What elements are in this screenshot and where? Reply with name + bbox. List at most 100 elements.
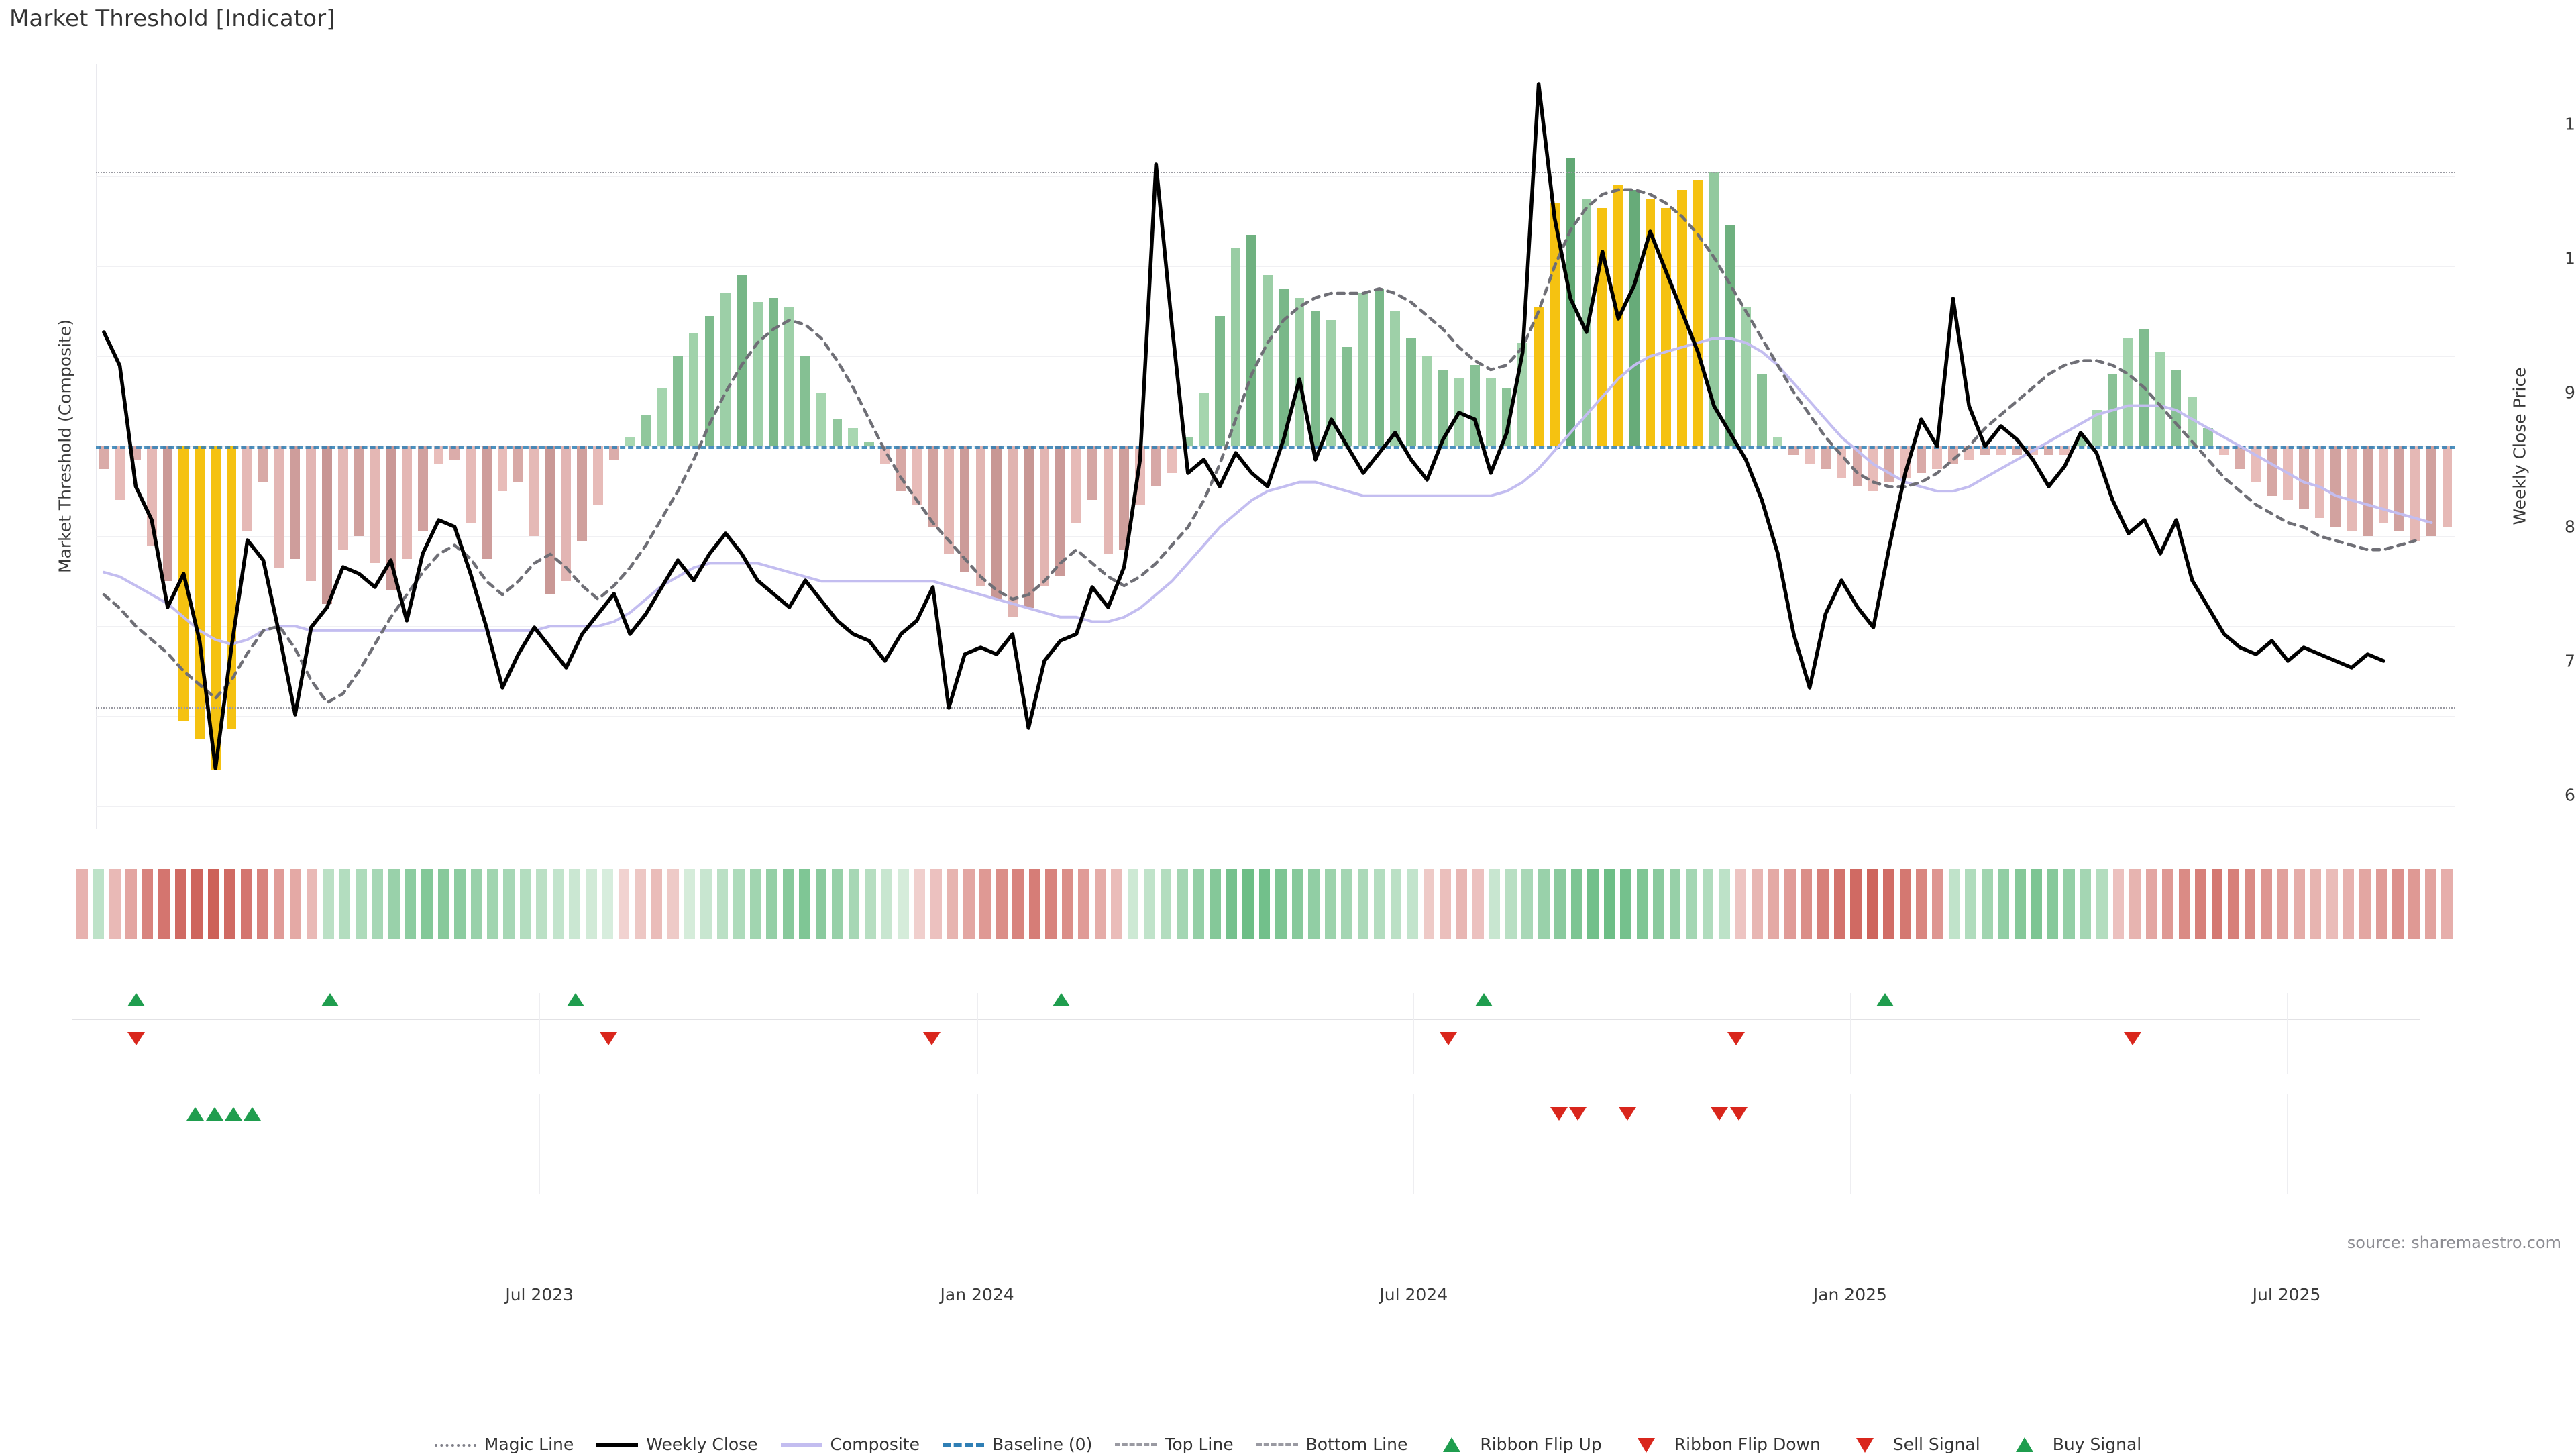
- page-title: Market Threshold [Indicator]: [9, 5, 335, 32]
- ribbon-cell: [667, 869, 679, 939]
- signal-vertical-gridline: [977, 993, 978, 1074]
- histogram-bar: [2298, 446, 2309, 509]
- legend-item-label: Buy Signal: [2052, 1435, 2142, 1454]
- ribbon-cell: [2129, 869, 2141, 939]
- legend-item[interactable]: Buy Signal: [2003, 1435, 2142, 1454]
- ribbon-cell: [1538, 869, 1550, 939]
- ribbon-cell: [1686, 869, 1697, 939]
- histogram-bar: [1119, 446, 1130, 550]
- legend-item-label: Ribbon Flip Up: [1480, 1435, 1602, 1454]
- ribbon-cell: [766, 869, 777, 939]
- legend-item[interactable]: Sell Signal: [1843, 1435, 1980, 1454]
- x-tick-label: Jul 2024: [1379, 1285, 1448, 1304]
- ribbon-cell: [914, 869, 926, 939]
- histogram-bar: [1677, 189, 1687, 446]
- ribbon-cell: [979, 869, 991, 939]
- histogram-bar: [1406, 338, 1416, 446]
- ribbon-cell: [1866, 869, 1878, 939]
- histogram-bar: [1008, 446, 1018, 617]
- composite-line: [102, 337, 2433, 646]
- ribbon-cell: [1423, 869, 1435, 939]
- ribbon-cell: [1193, 869, 1205, 939]
- ribbon-cell: [76, 869, 88, 939]
- histogram-bar: [641, 415, 651, 446]
- ribbon-cell: [536, 869, 548, 939]
- ribbon-cell: [2080, 869, 2092, 939]
- right-axis-label: Weekly Close Price: [2510, 367, 2530, 525]
- x-tick-label: Jan 2024: [940, 1285, 1014, 1304]
- ribbon-flip-down-marker: [2123, 1032, 2141, 1045]
- histogram-bar: [2330, 446, 2341, 527]
- histogram-bar: [1932, 446, 1943, 469]
- histogram-bar: [1087, 446, 1097, 501]
- histogram-bar: [2155, 352, 2165, 446]
- gridline: [96, 806, 2455, 807]
- histogram-bar: [1358, 293, 1368, 446]
- legend-item[interactable]: Baseline (0): [942, 1435, 1092, 1454]
- histogram-bar: [2362, 446, 2373, 537]
- ribbon-cell: [602, 869, 613, 939]
- ribbon-cell: [2031, 869, 2042, 939]
- ribbon-cell: [339, 869, 351, 939]
- signal-vertical-gridline: [2286, 993, 2288, 1074]
- ribbon-flip-down-marker: [1439, 1032, 1457, 1045]
- x-axis-ticks: Jul 2023 Jan 2024 Jul 2024 Jan 2025 Jul 2025: [96, 1285, 2455, 1314]
- histogram-bar: [912, 446, 922, 505]
- legend-swatch-solid-lavender-icon: [780, 1439, 822, 1451]
- ribbon-cell: [815, 869, 827, 939]
- ribbon-cell: [1833, 869, 1845, 939]
- histogram-bar: [545, 446, 555, 595]
- ribbon-cell: [1554, 869, 1566, 939]
- ribbon-cell: [1308, 869, 1320, 939]
- legend-item[interactable]: Top Line: [1115, 1435, 1234, 1454]
- legend-swatch-triangle-down-red-icon: [1625, 1437, 1666, 1453]
- ribbon-cell: [1472, 869, 1484, 939]
- histogram-bar: [928, 446, 938, 527]
- histogram-bar: [1390, 311, 1401, 446]
- ribbon-cell: [716, 869, 729, 939]
- ribbon-cell: [470, 869, 482, 939]
- histogram-bar: [1230, 248, 1241, 446]
- ribbon-cell: [1127, 869, 1139, 939]
- legend-item[interactable]: Weekly Close: [596, 1435, 758, 1454]
- histogram-bar: [1071, 446, 1081, 523]
- histogram-bar: [402, 446, 412, 559]
- ribbon-cell: [1587, 869, 1599, 939]
- ribbon-cell: [848, 869, 860, 939]
- legend-item[interactable]: Magic Line: [434, 1435, 574, 1454]
- ribbon-cell: [405, 869, 417, 939]
- ribbon-cell: [158, 869, 170, 939]
- ribbon-flip-down-marker: [922, 1032, 941, 1045]
- histogram-bar: [115, 446, 125, 501]
- histogram-bar: [322, 446, 332, 604]
- histogram-bar: [625, 437, 635, 446]
- histogram-bar: [417, 446, 428, 532]
- ribbon-cell: [1603, 869, 1615, 939]
- ribbon-cell: [503, 869, 515, 939]
- baseline-zero: [96, 446, 2455, 449]
- legend-item[interactable]: Ribbon Flip Up: [1430, 1435, 1602, 1454]
- histogram-bar: [1629, 189, 1640, 446]
- magic-line: [102, 188, 2417, 705]
- histogram-bar: [99, 446, 109, 469]
- legend-item[interactable]: Composite: [780, 1435, 920, 1454]
- legend-item[interactable]: Ribbon Flip Down: [1625, 1435, 1821, 1454]
- histogram-bar: [290, 446, 301, 559]
- histogram-bar: [561, 446, 572, 582]
- ribbon-cell: [109, 869, 121, 939]
- histogram-bar: [1135, 446, 1145, 505]
- histogram-bar: [1501, 387, 1512, 446]
- histogram-bar: [1772, 437, 1783, 446]
- ribbon-cell: [569, 869, 581, 939]
- histogram-bar: [673, 356, 683, 446]
- histogram-bar: [386, 446, 396, 590]
- reference-lines: [96, 64, 2455, 829]
- ribbon-cell: [1702, 869, 1714, 939]
- sell-signal-marker: [1729, 1107, 1748, 1121]
- histogram-bar: [2203, 428, 2214, 446]
- legend-item[interactable]: Bottom Line: [1256, 1435, 1407, 1454]
- histogram-bar: [1039, 446, 1050, 586]
- histogram-bar: [1103, 446, 1114, 554]
- ribbon-cell: [1570, 869, 1582, 939]
- ribbon-cell: [963, 869, 975, 939]
